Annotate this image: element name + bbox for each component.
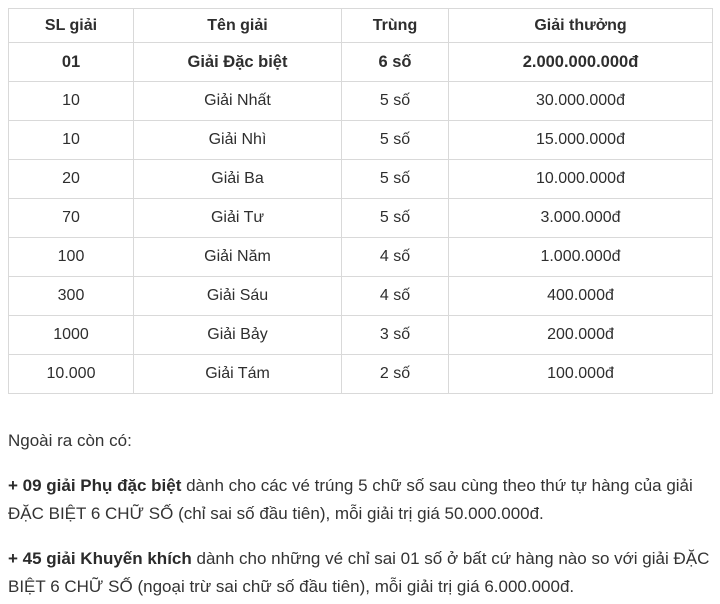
- cell-prize-value: 2.000.000.000đ: [448, 42, 713, 82]
- cell-match: 5 số: [341, 120, 449, 160]
- table-row: 300 Giải Sáu 4 số 400.000đ: [8, 276, 713, 316]
- header-quantity: SL giải: [8, 8, 134, 43]
- cell-match: 4 số: [341, 276, 449, 316]
- cell-match: 6 số: [341, 42, 449, 82]
- table-row: 01 Giải Đặc biệt 6 số 2.000.000.000đ: [8, 42, 713, 82]
- prize-table: SL giải Tên giải Trùng Giải thưởng 01 Gi…: [8, 8, 713, 394]
- table-row: 20 Giải Ba 5 số 10.000.000đ: [8, 159, 713, 199]
- note-text: dành cho các vé trúng 5 chữ số sau cùng …: [8, 476, 693, 523]
- cell-prize-name: Giải Bảy: [133, 315, 342, 355]
- cell-prize-value: 1.000.000đ: [448, 237, 713, 277]
- cell-prize-value: 30.000.000đ: [448, 81, 713, 121]
- notes-intro: Ngoài ra còn có:: [8, 431, 132, 450]
- note-bold-label: + 45 giải Khuyến khích: [8, 549, 192, 568]
- prize-table-header-row: SL giải Tên giải Trùng Giải thưởng: [8, 8, 713, 43]
- cell-prize-value: 15.000.000đ: [448, 120, 713, 160]
- cell-quantity: 70: [8, 198, 134, 238]
- header-match: Trùng: [341, 8, 449, 43]
- cell-prize-value: 200.000đ: [448, 315, 713, 355]
- cell-match: 4 số: [341, 237, 449, 277]
- header-prize-value: Giải thưởng: [448, 8, 713, 43]
- note-special-subsidiary-prize: + 09 giải Phụ đặc biệt dành cho các vé t…: [8, 472, 712, 528]
- cell-prize-name: Giải Tư: [133, 198, 342, 238]
- cell-prize-name: Giải Tám: [133, 354, 342, 394]
- additional-prizes-notes: Ngoài ra còn có: + 09 giải Phụ đặc biệt …: [8, 427, 712, 601]
- cell-match: 5 số: [341, 198, 449, 238]
- cell-quantity: 300: [8, 276, 134, 316]
- cell-prize-name: Giải Nhì: [133, 120, 342, 160]
- table-row: 1000 Giải Bảy 3 số 200.000đ: [8, 315, 713, 355]
- cell-quantity: 100: [8, 237, 134, 277]
- note-consolation-prize: + 45 giải Khuyến khích dành cho những vé…: [8, 545, 712, 601]
- table-row: 10.000 Giải Tám 2 số 100.000đ: [8, 354, 713, 394]
- cell-prize-name: Giải Ba: [133, 159, 342, 199]
- note-bold-label: + 09 giải Phụ đặc biệt: [8, 476, 182, 495]
- table-row: 100 Giải Năm 4 số 1.000.000đ: [8, 237, 713, 277]
- cell-quantity: 01: [8, 42, 134, 82]
- cell-match: 5 số: [341, 81, 449, 121]
- note-text: dành cho những vé chỉ sai 01 số ở bất cứ…: [8, 549, 710, 596]
- table-row: 10 Giải Nhất 5 số 30.000.000đ: [8, 81, 713, 121]
- cell-prize-name: Giải Năm: [133, 237, 342, 277]
- table-row: 70 Giải Tư 5 số 3.000.000đ: [8, 198, 713, 238]
- cell-match: 5 số: [341, 159, 449, 199]
- cell-prize-name: Giải Đặc biệt: [133, 42, 342, 82]
- cell-prize-name: Giải Sáu: [133, 276, 342, 316]
- cell-prize-name: Giải Nhất: [133, 81, 342, 121]
- cell-prize-value: 3.000.000đ: [448, 198, 713, 238]
- table-row: 10 Giải Nhì 5 số 15.000.000đ: [8, 120, 713, 160]
- cell-prize-value: 400.000đ: [448, 276, 713, 316]
- cell-prize-value: 10.000.000đ: [448, 159, 713, 199]
- cell-prize-value: 100.000đ: [448, 354, 713, 394]
- cell-quantity: 10: [8, 120, 134, 160]
- cell-quantity: 10.000: [8, 354, 134, 394]
- cell-match: 2 số: [341, 354, 449, 394]
- cell-quantity: 1000: [8, 315, 134, 355]
- cell-quantity: 10: [8, 81, 134, 121]
- cell-match: 3 số: [341, 315, 449, 355]
- cell-quantity: 20: [8, 159, 134, 199]
- header-prize-name: Tên giải: [133, 8, 342, 43]
